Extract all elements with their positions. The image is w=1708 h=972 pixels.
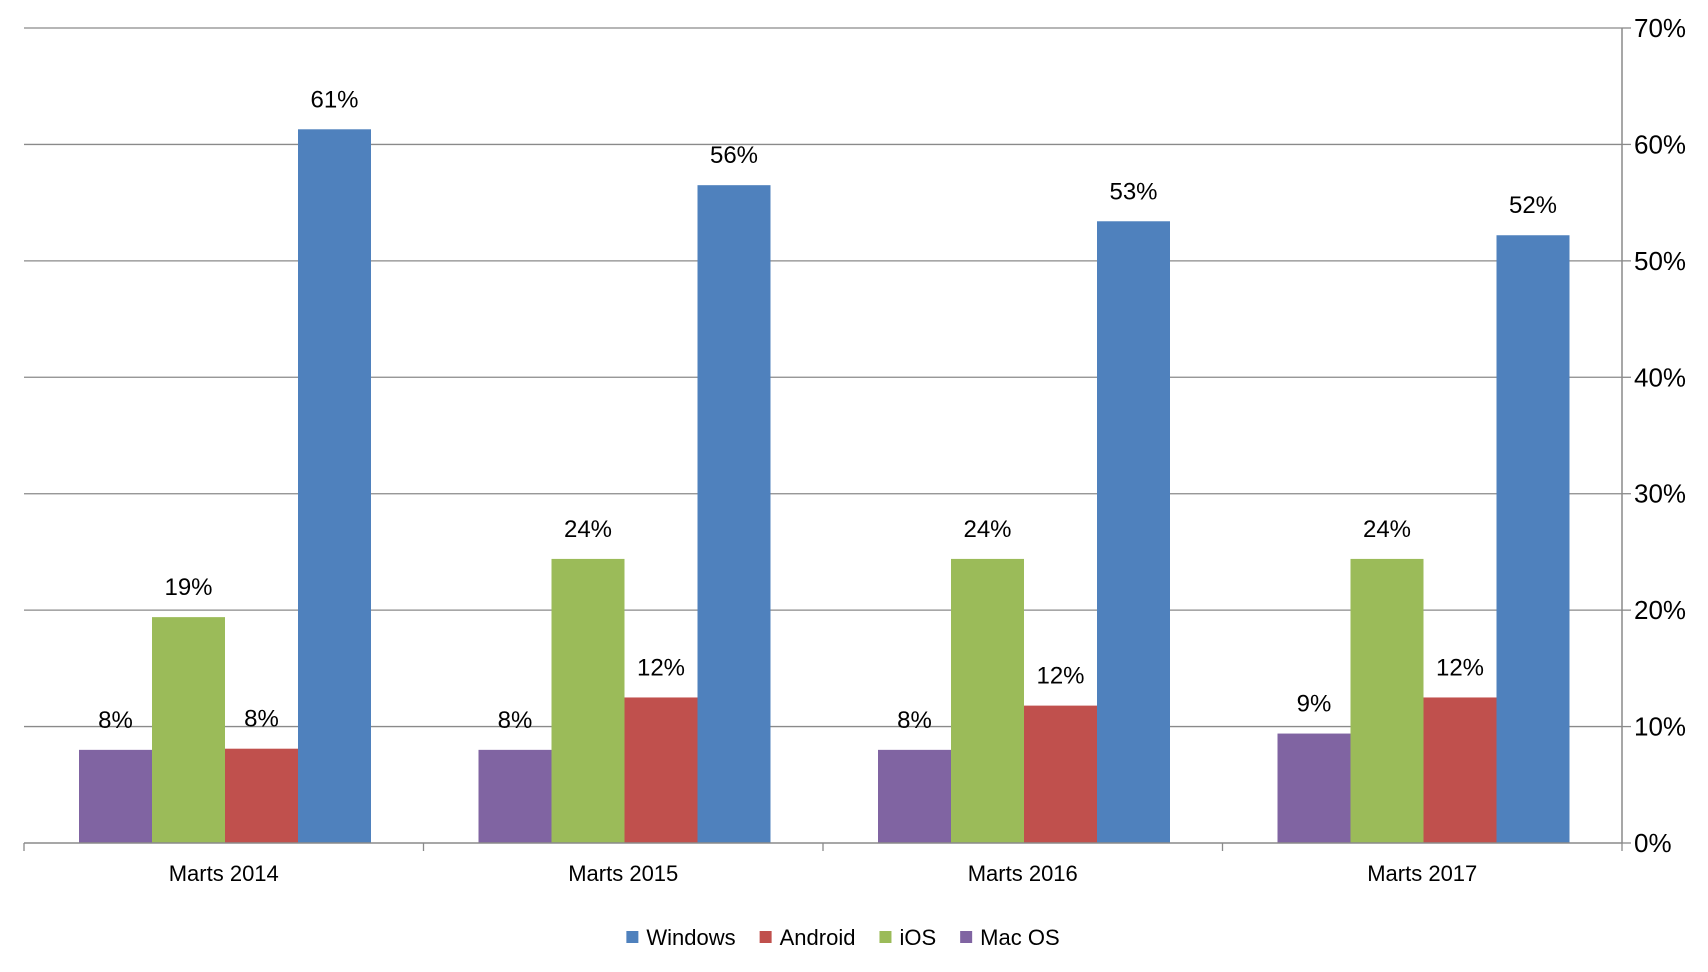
bar-ios <box>551 558 625 843</box>
data-label: 12% <box>1036 663 1084 690</box>
data-label: 24% <box>963 516 1011 543</box>
y-tick-label: 10% <box>1634 712 1686 742</box>
bar-mac-os <box>79 749 152 843</box>
legend-swatch-android <box>759 931 772 943</box>
bar-mac-os <box>478 749 552 843</box>
y-tick-label: 60% <box>1634 129 1686 159</box>
legend-label-android: Android <box>780 925 856 950</box>
data-label: 9% <box>1297 691 1332 718</box>
bar-ios <box>152 617 225 843</box>
legend: Windows Android iOS Mac OS <box>626 925 1060 950</box>
axes <box>23 27 1631 851</box>
y-tick-label: 0% <box>1634 828 1672 858</box>
data-label: 8% <box>897 707 932 734</box>
bar-windows <box>1097 221 1170 843</box>
data-label: 12% <box>1436 654 1484 681</box>
data-label: 8% <box>98 707 133 734</box>
legend-swatch-mac-os <box>960 931 973 943</box>
bar-android <box>1024 705 1097 843</box>
data-label: 52% <box>1509 192 1557 219</box>
legend-label-windows: Windows <box>646 925 735 950</box>
legend-label-mac-os: Mac OS <box>980 925 1059 950</box>
bar-ios <box>951 558 1024 843</box>
data-label: 61% <box>310 86 358 113</box>
bar-windows <box>298 129 371 844</box>
legend-swatch-windows <box>626 931 639 943</box>
y-tick-label: 20% <box>1634 595 1686 625</box>
x-tick-label: Marts 2014 <box>169 861 279 886</box>
data-label: 8% <box>498 707 533 734</box>
data-label: 24% <box>564 516 612 543</box>
y-tick-label: 40% <box>1634 362 1686 392</box>
bar-windows <box>697 185 771 843</box>
legend-label-ios: iOS <box>899 925 936 950</box>
data-label: 8% <box>244 706 279 733</box>
bar-windows <box>1496 235 1570 843</box>
data-label: 19% <box>164 574 212 601</box>
data-label: 56% <box>710 142 758 169</box>
bars <box>79 129 1570 844</box>
x-tick-label: Marts 2016 <box>968 861 1078 886</box>
x-tick-label: Marts 2017 <box>1367 861 1477 886</box>
data-label: 53% <box>1109 178 1157 205</box>
gridlines <box>24 27 1622 728</box>
data-label: 12% <box>637 654 685 681</box>
x-axis-ticks: Marts 2014 Marts 2015 Marts 2016 Marts 2017 <box>169 861 1478 886</box>
bar-mac-os <box>1277 733 1351 843</box>
legend-swatch-ios <box>879 931 892 943</box>
bar-mac-os <box>878 749 951 843</box>
y-tick-label: 50% <box>1634 246 1686 276</box>
bar-android <box>1423 697 1497 843</box>
y-tick-label: 30% <box>1634 479 1686 509</box>
data-label: 24% <box>1363 516 1411 543</box>
bar-android <box>225 748 298 843</box>
bar-ios <box>1350 558 1424 843</box>
y-tick-label: 70% <box>1634 13 1686 43</box>
data-labels: 8% 19% 8% 61% 8% 24% 12% 56% 8% 24% 12% 53% 9% 24% 12%… <box>98 86 1557 734</box>
x-tick-label: Marts 2015 <box>568 861 678 886</box>
y-axis-ticks: 0% 10% 20% 30% 40% 50% 60% 70% <box>1634 13 1686 858</box>
bar-android <box>624 697 698 843</box>
